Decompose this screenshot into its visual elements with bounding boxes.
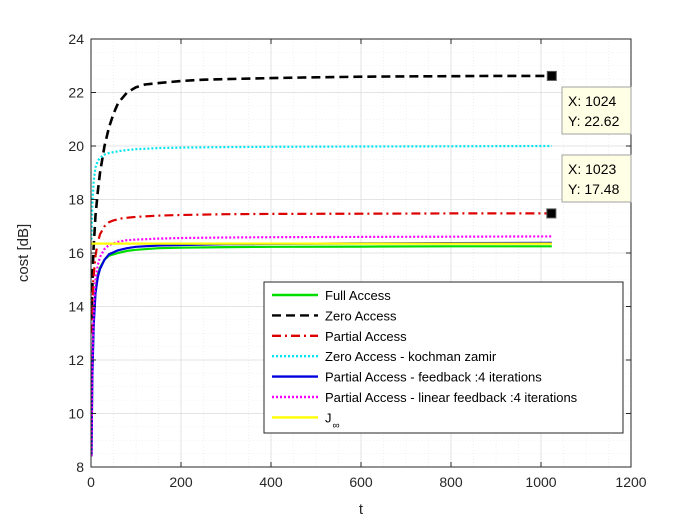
y-tick-label: 20	[68, 138, 84, 154]
y-tick-label: 24	[68, 31, 84, 47]
x-tick-label: 1000	[525, 474, 556, 490]
y-tick-label: 22	[68, 85, 84, 101]
legend-label-5: Partial Access - linear feedback :4 iter…	[325, 390, 578, 405]
datatips: X: 1024 Y: 22.62 X: 1023 Y: 17.48	[546, 70, 632, 219]
y-tick-label: 18	[68, 192, 84, 208]
datatip-box	[561, 154, 632, 203]
x-tick-label: 600	[349, 474, 373, 490]
legend[interactable]: Full Access Zero Access Partial Access Zero…	[263, 281, 624, 434]
y-tick-label: 10	[68, 406, 84, 422]
legend-label-subscript-6: ∞	[333, 420, 340, 431]
y-tick-label: 16	[68, 245, 84, 261]
y-tick-label: 8	[76, 459, 84, 475]
legend-label-0: Full Access	[325, 288, 391, 303]
axis-ticks	[90, 38, 632, 468]
datatip-marker	[546, 70, 557, 81]
x-tick-label: 0	[87, 474, 95, 490]
y-axis-label: cost [dB]	[15, 224, 32, 282]
x-tick-label: 800	[439, 474, 463, 490]
datatip-x-text: X: 1023	[568, 161, 616, 177]
legend-label-4: Partial Access - feedback :4 iterations	[325, 370, 542, 385]
x-axis-label: t	[359, 501, 364, 518]
legend-label-2: Partial Access	[325, 329, 407, 344]
y-tick-label: 12	[68, 352, 84, 368]
legend-label-3: Zero Access - kochman zamir	[325, 349, 497, 364]
x-tick-label: 200	[169, 474, 193, 490]
datatip-marker	[546, 208, 557, 219]
legend-label-1: Zero Access	[325, 308, 397, 323]
tick-labels: 0 200 400 600 800 1000 1200 8 10 12 14 16 18 20 22 24	[68, 31, 646, 490]
series-line-1	[91, 74, 552, 320]
series-layer	[91, 74, 552, 457]
datatip-box	[561, 86, 632, 135]
x-tick-label: 1200	[615, 474, 646, 490]
datatip-y-text: Y: 22.62	[568, 113, 620, 129]
y-tick-label: 14	[68, 299, 84, 315]
x-tick-label: 400	[259, 474, 283, 490]
datatip-x-text: X: 1024	[568, 93, 616, 109]
datatip-y-text: Y: 17.48	[568, 181, 620, 197]
series-line-2	[91, 212, 552, 334]
legend-label-6: J	[325, 410, 332, 425]
series-line-5	[91, 235, 552, 457]
legend-box	[263, 281, 624, 434]
